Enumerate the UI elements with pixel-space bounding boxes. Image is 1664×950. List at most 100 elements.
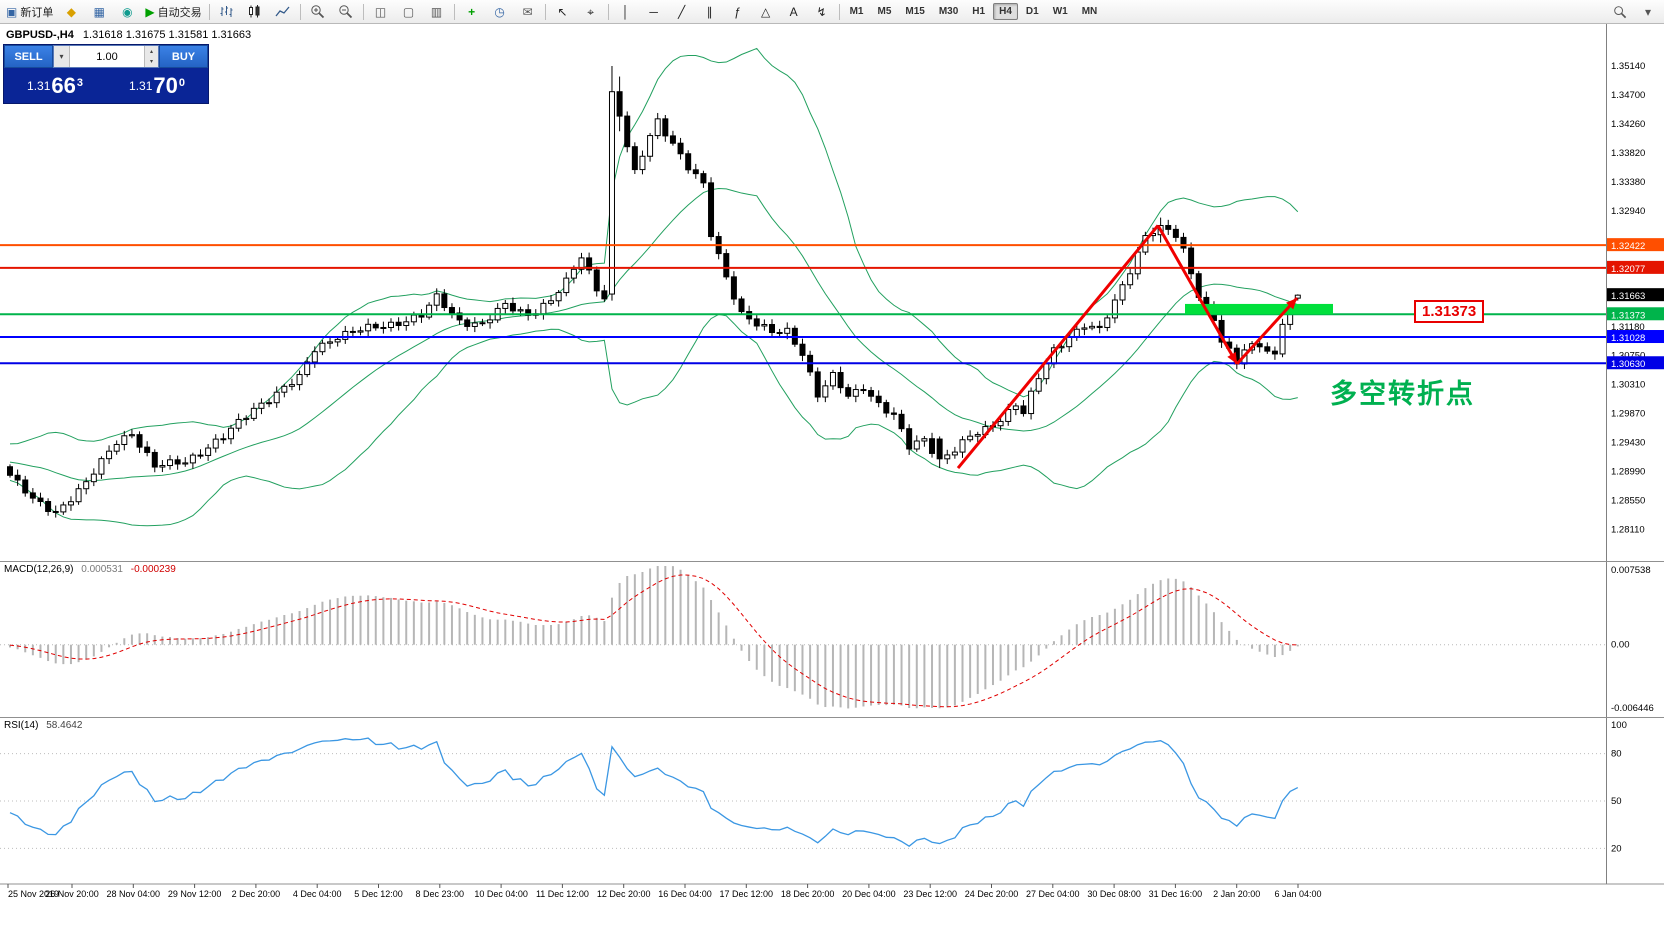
svg-text:1.28990: 1.28990: [1611, 466, 1645, 477]
svg-text:1.35140: 1.35140: [1611, 61, 1645, 72]
timeframe-h4-button[interactable]: H4: [993, 3, 1018, 20]
shapes-tool-button[interactable]: △: [752, 1, 780, 23]
text-tool-button[interactable]: A: [780, 1, 808, 23]
channel-tool-button[interactable]: ∥: [696, 1, 724, 23]
sell-price[interactable]: 1.31 66 3: [4, 72, 106, 98]
auto-trading-label: 自动交易: [157, 6, 202, 19]
volume-dropdown-button[interactable]: ▾: [54, 46, 70, 67]
svg-text:31 Dec 16:00: 31 Dec 16:00: [1149, 889, 1203, 899]
mailbox-button[interactable]: ✉: [514, 1, 542, 23]
svg-text:26 Nov 20:00: 26 Nov 20:00: [45, 889, 99, 899]
arrows-tool-icon: ↯: [816, 4, 827, 19]
panel-separator[interactable]: [0, 561, 1664, 562]
toolbar-separator: [544, 3, 546, 20]
highlight-zone[interactable]: [1185, 303, 1333, 315]
price-callout-label[interactable]: 1.31373: [1414, 300, 1485, 323]
horizontal-lines[interactable]: [0, 244, 1606, 365]
timeframe-m15-button[interactable]: M15: [905, 6, 925, 17]
auto-trading-button[interactable]: ▶ 自动交易: [141, 1, 205, 23]
new-order-label: 新订单: [20, 6, 54, 19]
svg-text:6 Jan 04:00: 6 Jan 04:00: [1274, 889, 1321, 899]
bar-chart-icon: [219, 4, 234, 19]
svg-text:100: 100: [1611, 720, 1627, 731]
crosshair-tool-button[interactable]: ⌖: [577, 1, 605, 23]
svg-text:50: 50: [1611, 796, 1622, 807]
new-order-icon: ▣: [6, 4, 18, 19]
one-click-trading-panel: SELL ▾ ▴ ▾ BUY 1.31 66 3 1.31 70: [3, 44, 209, 104]
turning-point-note[interactable]: 多空转折点: [1330, 379, 1475, 409]
spinner-up-icon[interactable]: ▴: [145, 46, 158, 57]
price-axis[interactable]: 1.35140 1.34700 1.34260 1.33820 1.33380 1.329…: [1606, 24, 1664, 884]
trend-arrows[interactable]: [956, 224, 1299, 469]
arrange-windows-button[interactable]: ▥: [423, 1, 451, 23]
cursor-tool-button[interactable]: ↖: [549, 1, 577, 23]
trendline-icon: ╱: [677, 4, 686, 19]
svg-text:11 Dec 12:00: 11 Dec 12:00: [536, 889, 589, 899]
bollinger-bands: [9, 47, 1299, 527]
fibonacci-tool-button[interactable]: ƒ: [724, 1, 752, 23]
period-button[interactable]: ◷: [486, 1, 514, 23]
line-chart-type-button[interactable]: [269, 1, 297, 23]
svg-text:1.29430: 1.29430: [1611, 437, 1645, 448]
panel-separator[interactable]: [0, 717, 1664, 718]
volume-spinner[interactable]: ▴ ▾: [144, 46, 158, 67]
cascade-windows-icon: ▢: [402, 4, 415, 19]
svg-text:1.28550: 1.28550: [1611, 495, 1645, 506]
new-order-button[interactable]: ▣ 新订单: [2, 1, 57, 23]
timeframe-h1-button[interactable]: H1: [972, 6, 986, 17]
sell-price-big: 66: [51, 72, 76, 98]
tile-windows-button[interactable]: ◫: [367, 1, 395, 23]
cascade-windows-button[interactable]: ▢: [395, 1, 423, 23]
vertical-line-tool-button[interactable]: │: [612, 1, 640, 23]
svg-text:25 Nov 2019: 25 Nov 2019: [8, 889, 59, 899]
buy-price-big: 70: [153, 72, 178, 98]
arrows-tool-button[interactable]: ↯: [808, 1, 836, 23]
timeframe-d1-button[interactable]: D1: [1025, 6, 1039, 17]
timeframe-m1-button[interactable]: M1: [849, 6, 864, 17]
info-button[interactable]: ◉: [113, 1, 141, 23]
toolbar-overflow-button[interactable]: ▾: [1634, 1, 1662, 23]
buy-price[interactable]: 1.31 70 0: [106, 72, 208, 98]
timeframe-m5-button[interactable]: M5: [877, 6, 892, 17]
macd-name: MACD(12,26,9): [4, 564, 74, 575]
timeframe-mn-button[interactable]: MN: [1081, 6, 1098, 17]
new-chart-button[interactable]: +: [458, 1, 486, 23]
toolbar-separator: [838, 3, 840, 20]
timeframe-w1-button[interactable]: W1: [1052, 6, 1068, 17]
trendline-tool-button[interactable]: ╱: [668, 1, 696, 23]
svg-text:1.29870: 1.29870: [1611, 408, 1645, 419]
chart-header: GBPUSD-,H4 1.31618 1.31675 1.31581 1.316…: [6, 29, 251, 41]
timeframe-m30-button[interactable]: M30: [938, 6, 959, 17]
charts-button[interactable]: ▦: [85, 1, 113, 23]
sell-button[interactable]: SELL: [4, 45, 53, 68]
expert-advisors-icon: ◆: [66, 4, 76, 19]
svg-text:1.28110: 1.28110: [1611, 524, 1645, 535]
svg-text:16 Dec 04:00: 16 Dec 04:00: [658, 889, 712, 899]
zoom-out-icon: [338, 4, 353, 19]
spinner-down-icon[interactable]: ▾: [145, 56, 158, 67]
horizontal-line-tool-button[interactable]: ─: [640, 1, 668, 23]
svg-text:1.32422: 1.32422: [1611, 241, 1645, 252]
expert-advisors-button[interactable]: ◆: [57, 1, 85, 23]
svg-text:27 Dec 04:00: 27 Dec 04:00: [1026, 889, 1080, 899]
chevron-down-icon: ▾: [1644, 4, 1652, 19]
volume-input[interactable]: [70, 46, 144, 67]
toolbar-separator: [607, 3, 609, 20]
ohlc-readout: 1.31618 1.31675 1.31581 1.31663: [82, 29, 252, 41]
svg-text:8 Dec 23:00: 8 Dec 23:00: [416, 889, 465, 899]
buy-price-sup: 0: [178, 76, 185, 89]
buy-button[interactable]: BUY: [159, 45, 208, 68]
volume-control: ▾ ▴ ▾: [53, 45, 159, 68]
search-button[interactable]: [1606, 1, 1634, 23]
zoom-in-button[interactable]: [304, 1, 332, 23]
bar-chart-type-button[interactable]: [213, 1, 241, 23]
candlestick-chart-type-button[interactable]: [241, 1, 269, 23]
zoom-out-button[interactable]: [332, 1, 360, 23]
tile-windows-icon: ◫: [374, 4, 387, 19]
svg-text:1.32077: 1.32077: [1611, 264, 1645, 275]
svg-text:23 Dec 12:00: 23 Dec 12:00: [903, 889, 957, 899]
search-icon: [1613, 5, 1627, 19]
